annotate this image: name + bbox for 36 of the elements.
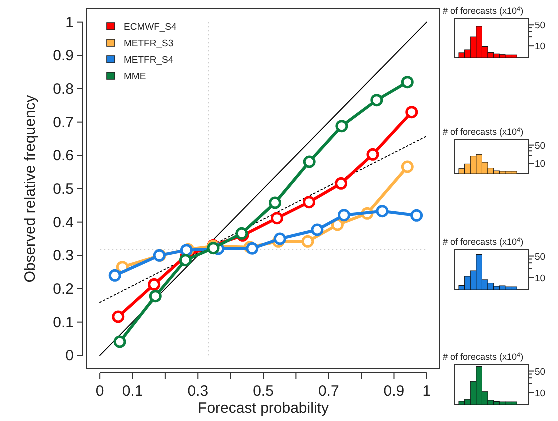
- y-tick-label: 50: [535, 20, 546, 32]
- x-axis-title: Forecast probability: [198, 400, 330, 417]
- y-tick-label: 1: [66, 14, 74, 32]
- y-axis-title: Observed relative frequency: [22, 94, 39, 283]
- x-tick-label: 1: [422, 383, 432, 400]
- y-tick-label: 0.1: [53, 314, 74, 332]
- y-tick-label: 0.7: [53, 114, 74, 132]
- y-tick-label: 50: [535, 366, 546, 378]
- y-tick-label: 0.8: [53, 81, 74, 98]
- legend-label: ECMWF_S4: [124, 22, 177, 33]
- chart-title: # of forecasts (x10$^{4}$): [443, 6, 524, 16]
- y-tick-label: 10: [535, 42, 546, 53]
- y-tick-label: 0.3: [53, 248, 74, 265]
- chart-title: # of forecasts (x10$^{4}$): [443, 352, 524, 362]
- y-tick-label: 10: [535, 388, 546, 400]
- x-tick-label: 0.7: [318, 383, 340, 400]
- x-tick-label: 0.5: [253, 383, 274, 400]
- chart-title: # of forecasts (x10$^{4}$): [443, 236, 524, 247]
- y-tick-label: 10: [535, 159, 546, 170]
- y-tick-label: 50: [535, 252, 546, 263]
- x-tick-label: 0: [96, 383, 104, 400]
- y-tick-label: 0.2: [53, 281, 74, 298]
- legend-label: METFR_S4: [124, 55, 174, 66]
- legend-label: METFR_S3: [124, 38, 174, 50]
- y-tick-label: 50: [535, 140, 546, 152]
- y-tick-label: 0.4: [53, 214, 74, 232]
- y-tick-label: 0.9: [53, 48, 74, 65]
- x-tick-label: 0.3: [188, 383, 209, 400]
- chart-title: # of forecasts (x10$^{4}$): [443, 126, 524, 137]
- y-tick-label: 0.6: [53, 148, 74, 165]
- x-tick-label: 0.1: [122, 383, 144, 400]
- y-tick-label: 10: [535, 273, 546, 284]
- x-tick-label: 0.9: [384, 383, 405, 400]
- y-tick-label: 0: [66, 348, 74, 365]
- y-tick-label: 0.5: [53, 181, 74, 198]
- legend-label: MME: [124, 72, 146, 82]
